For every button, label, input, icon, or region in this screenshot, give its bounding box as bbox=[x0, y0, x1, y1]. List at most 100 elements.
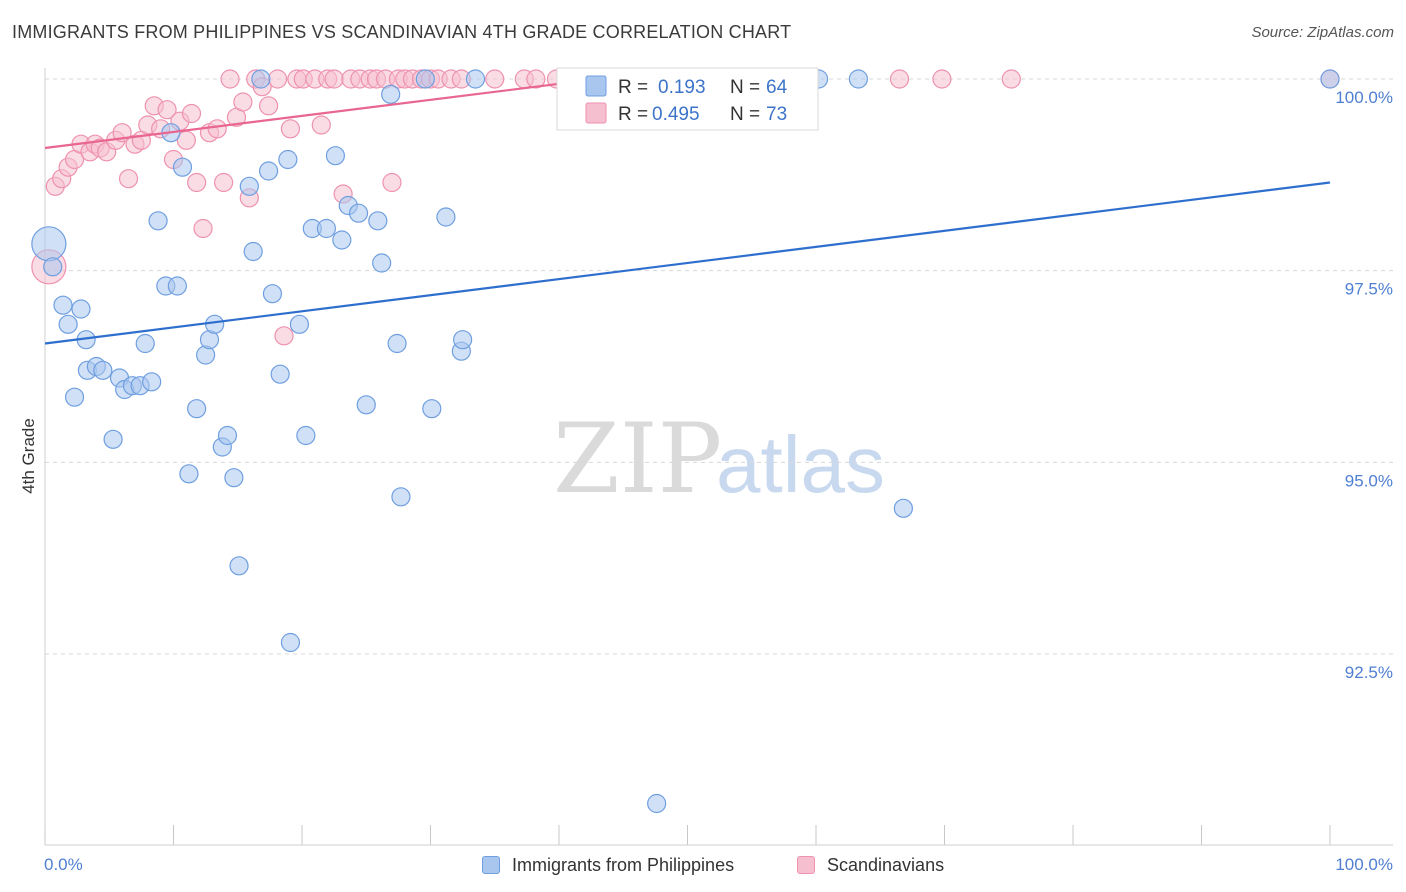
data-point bbox=[647, 793, 667, 814]
data-point bbox=[1001, 69, 1021, 89]
data-point bbox=[324, 69, 344, 89]
data-point bbox=[103, 429, 123, 449]
data-point bbox=[224, 468, 244, 488]
data-point bbox=[415, 69, 435, 89]
data-point bbox=[64, 387, 85, 407]
y-tick-label: 97.5% bbox=[1345, 280, 1393, 299]
y-axis-label: 4th Grade bbox=[19, 418, 38, 494]
data-point bbox=[251, 69, 271, 89]
data-point bbox=[217, 425, 238, 446]
legend-n-value-pink: 73 bbox=[766, 104, 787, 125]
data-point bbox=[142, 372, 162, 392]
data-point bbox=[280, 119, 301, 139]
y-tick-label: 92.5% bbox=[1345, 663, 1393, 682]
data-point bbox=[258, 161, 279, 181]
legend-r-value-pink: 0.495 bbox=[652, 104, 700, 125]
data-point bbox=[932, 69, 952, 89]
data-point bbox=[280, 632, 301, 653]
y-tick-label: 100.0% bbox=[1335, 88, 1393, 107]
legend-r-value-blue: 0.193 bbox=[658, 77, 706, 98]
legend-r-label-blue: R = bbox=[618, 77, 648, 98]
data-point bbox=[135, 333, 155, 354]
data-point bbox=[148, 211, 168, 231]
legend-swatch-pink bbox=[585, 102, 607, 124]
data-point bbox=[53, 295, 73, 315]
watermark: ZIP atlas bbox=[553, 403, 885, 515]
data-point bbox=[239, 176, 259, 196]
legend-swatch-blue bbox=[585, 75, 607, 97]
data-point bbox=[289, 314, 310, 334]
data-point bbox=[233, 92, 253, 112]
trendlines bbox=[44, 77, 1331, 345]
stats-legend: R = 0.193 N = 64 R = 0.495 N = 73 bbox=[556, 67, 819, 131]
data-point bbox=[465, 69, 486, 89]
legend-n-value-blue: 64 bbox=[766, 77, 788, 98]
data-point bbox=[220, 69, 240, 89]
data-point bbox=[229, 556, 249, 576]
legend-item-philippines[interactable]: Immigrants from Philippines bbox=[482, 852, 734, 878]
data-point bbox=[167, 276, 187, 296]
data-point bbox=[391, 487, 411, 507]
legend-r-label-pink: R = bbox=[618, 104, 648, 125]
data-point bbox=[889, 69, 910, 89]
data-point bbox=[267, 69, 288, 89]
data-point bbox=[348, 203, 369, 223]
data-point bbox=[387, 333, 407, 354]
data-point bbox=[422, 399, 442, 419]
data-point bbox=[332, 230, 352, 250]
legend-n-label-blue: N = bbox=[730, 77, 760, 98]
data-point bbox=[172, 157, 193, 177]
data-point bbox=[382, 172, 402, 193]
data-point bbox=[262, 284, 283, 304]
trendline-scandinavians bbox=[44, 77, 598, 150]
data-point bbox=[193, 218, 213, 239]
x-tick-label-max: 100.0% bbox=[1335, 855, 1393, 874]
watermark-atlas: atlas bbox=[716, 420, 885, 509]
data-point bbox=[179, 464, 199, 484]
data-point bbox=[436, 207, 456, 227]
watermark-zip: ZIP bbox=[553, 403, 722, 515]
data-point bbox=[893, 498, 913, 518]
data-point bbox=[43, 257, 63, 277]
data-point bbox=[848, 69, 869, 89]
data-point bbox=[207, 119, 227, 139]
legend-swatch-philippines bbox=[482, 856, 500, 874]
data-point bbox=[356, 395, 376, 415]
data-point bbox=[118, 169, 139, 189]
data-point bbox=[485, 69, 505, 89]
data-point bbox=[93, 360, 113, 380]
data-point bbox=[214, 172, 234, 193]
data-point bbox=[278, 149, 298, 170]
data-point bbox=[368, 211, 388, 231]
data-point bbox=[316, 218, 337, 239]
data-point bbox=[258, 96, 279, 116]
legend-item-scandinavians[interactable]: Scandinavians bbox=[797, 852, 944, 878]
data-point bbox=[181, 103, 202, 124]
data-point bbox=[1320, 69, 1340, 89]
data-point bbox=[526, 69, 546, 89]
data-point bbox=[187, 172, 207, 193]
data-point bbox=[157, 100, 177, 120]
y-tick-labels: 92.5% 95.0% 97.5% 100.0% bbox=[1335, 88, 1393, 682]
source-credit: Source: ZipAtlas.com bbox=[1251, 24, 1394, 41]
legend-label-scandinavians: Scandinavians bbox=[827, 854, 945, 875]
legend-swatch-scandinavians bbox=[797, 856, 815, 874]
axes bbox=[44, 68, 1393, 846]
chart-title: IMMIGRANTS FROM PHILIPPINES VS SCANDINAV… bbox=[12, 22, 792, 42]
y-tick-label: 95.0% bbox=[1345, 471, 1393, 490]
data-point bbox=[205, 314, 225, 334]
data-point bbox=[187, 399, 207, 419]
data-point bbox=[270, 364, 290, 384]
data-point bbox=[296, 425, 316, 446]
data-point bbox=[31, 226, 67, 262]
data-point bbox=[381, 84, 401, 104]
data-point bbox=[372, 253, 392, 273]
data-point bbox=[311, 115, 331, 135]
legend-label-philippines: Immigrants from Philippines bbox=[512, 854, 735, 875]
data-point bbox=[325, 146, 346, 166]
data-point bbox=[71, 299, 91, 319]
x-tick-label-min: 0.0% bbox=[44, 855, 83, 874]
data-point bbox=[243, 241, 263, 262]
data-point bbox=[453, 330, 473, 350]
